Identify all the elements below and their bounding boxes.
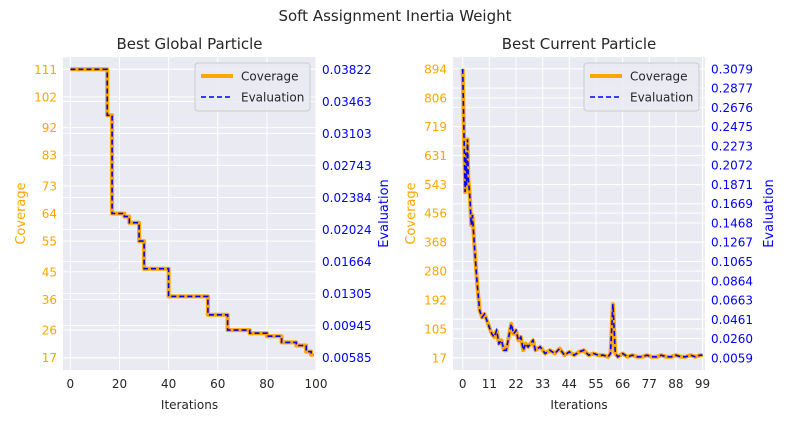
y2-tick-label: 0.0461	[711, 313, 753, 327]
y2-tick-label: 0.3079	[711, 62, 753, 76]
y-tick-label: 894	[424, 62, 447, 76]
y-tick-label: 55	[42, 235, 57, 249]
y-tick-label: 280	[424, 265, 447, 279]
legend-label-coverage: Coverage	[241, 70, 299, 84]
y-tick-label: 368	[424, 236, 447, 250]
y2-tick-label: 0.02384	[322, 191, 372, 205]
panel-best-global: 0 20 40 60 80 100 17 26 36 45 55 64 73 83 92 102 111 0.00…	[14, 35, 392, 412]
y2-tick-label: 0.2475	[711, 120, 753, 134]
x-tick-label: 0	[459, 377, 467, 391]
y2-tick-label: 0.02743	[322, 159, 372, 173]
y-tick-label: 83	[42, 149, 57, 163]
x-tick-label: 60	[210, 377, 225, 391]
y2-tick-label: 0.02024	[322, 223, 372, 237]
x-axis-label: Iterations	[161, 398, 218, 412]
y2-tick-label: 0.00945	[322, 319, 372, 333]
legend-label-coverage: Coverage	[630, 70, 688, 84]
panel-best-current: 0 11 22 33 44 55 66 77 88 99 17 105 192 280 368 456 543 6…	[404, 35, 777, 412]
x-tick-label: 80	[259, 377, 274, 391]
y-tick-label: 631	[424, 149, 447, 163]
y-tick-label: 64	[42, 207, 57, 221]
figure-title: Soft Assignment Inertia Weight	[278, 7, 511, 25]
x-tick-label: 77	[642, 377, 657, 391]
x-tick-label: 0	[67, 377, 75, 391]
y-tick-label: 73	[42, 179, 57, 193]
y-tick-label: 111	[34, 63, 57, 77]
y2-tick-label: 0.1267	[711, 236, 753, 250]
y-axis-label: Coverage	[14, 182, 29, 244]
y-tick-label: 719	[424, 120, 447, 134]
panel-title: Best Global Particle	[116, 35, 262, 53]
evaluation-line	[70, 68, 314, 356]
y-tick-label: 192	[424, 294, 447, 308]
x-tick-label: 44	[562, 377, 577, 391]
y2-tick-label: 0.0864	[711, 274, 753, 288]
x-tick-label: 55	[588, 377, 603, 391]
x-tick-label: 100	[305, 377, 328, 391]
y2-tick-label: 0.0663	[711, 294, 753, 308]
x-tick-label: 22	[508, 377, 523, 391]
panel-title: Best Current Particle	[502, 35, 657, 53]
x-tick-label: 99	[695, 377, 710, 391]
y-tick-label: 543	[424, 178, 447, 192]
y2-tick-label: 0.01305	[322, 287, 372, 301]
y2-tick-label: 0.1669	[711, 197, 753, 211]
y-tick-label: 36	[42, 293, 57, 307]
y-tick-label: 26	[42, 324, 57, 338]
y-axis-label: Coverage	[404, 182, 419, 244]
x-tick-label: 66	[615, 377, 630, 391]
y2-tick-label: 0.0260	[711, 332, 753, 346]
y2-axis-label: Evaluation	[377, 179, 392, 248]
evaluation-line	[461, 68, 703, 358]
y2-tick-label: 0.2877	[711, 82, 753, 96]
legend-label-evaluation: Evaluation	[241, 91, 304, 105]
legend-label-evaluation: Evaluation	[630, 91, 693, 105]
y2-tick-label: 0.1871	[711, 178, 753, 192]
y2-tick-label: 0.00585	[322, 351, 372, 365]
y2-tick-label: 0.2273	[711, 139, 753, 153]
y-tick-label: 456	[424, 207, 447, 221]
y2-tick-label: 0.1065	[711, 255, 753, 269]
y-tick-label: 105	[424, 322, 447, 336]
x-tick-label: 88	[668, 377, 683, 391]
y-tick-label: 806	[424, 91, 447, 105]
y2-tick-label: 0.03103	[322, 127, 372, 141]
x-tick-label: 20	[112, 377, 127, 391]
y2-tick-label: 0.03463	[322, 95, 372, 109]
y-tick-label: 17	[42, 351, 57, 365]
y2-axis-label: Evaluation	[762, 179, 777, 248]
y2-tick-label: 0.01664	[322, 255, 372, 269]
y-tick-label: 17	[432, 351, 447, 365]
y2-tick-label: 0.2072	[711, 159, 753, 173]
y2-tick-label: 0.0059	[711, 351, 753, 365]
y-tick-label: 92	[42, 121, 57, 135]
y2-tick-label: 0.03822	[322, 63, 372, 77]
y2-tick-label: 0.2676	[711, 101, 753, 115]
x-tick-label: 11	[482, 377, 497, 391]
x-tick-label: 40	[161, 377, 176, 391]
y-tick-label: 102	[34, 90, 57, 104]
x-tick-label: 33	[535, 377, 550, 391]
y2-tick-label: 0.1468	[711, 216, 753, 230]
y-tick-label: 45	[42, 265, 57, 279]
x-axis-label: Iterations	[550, 398, 607, 412]
